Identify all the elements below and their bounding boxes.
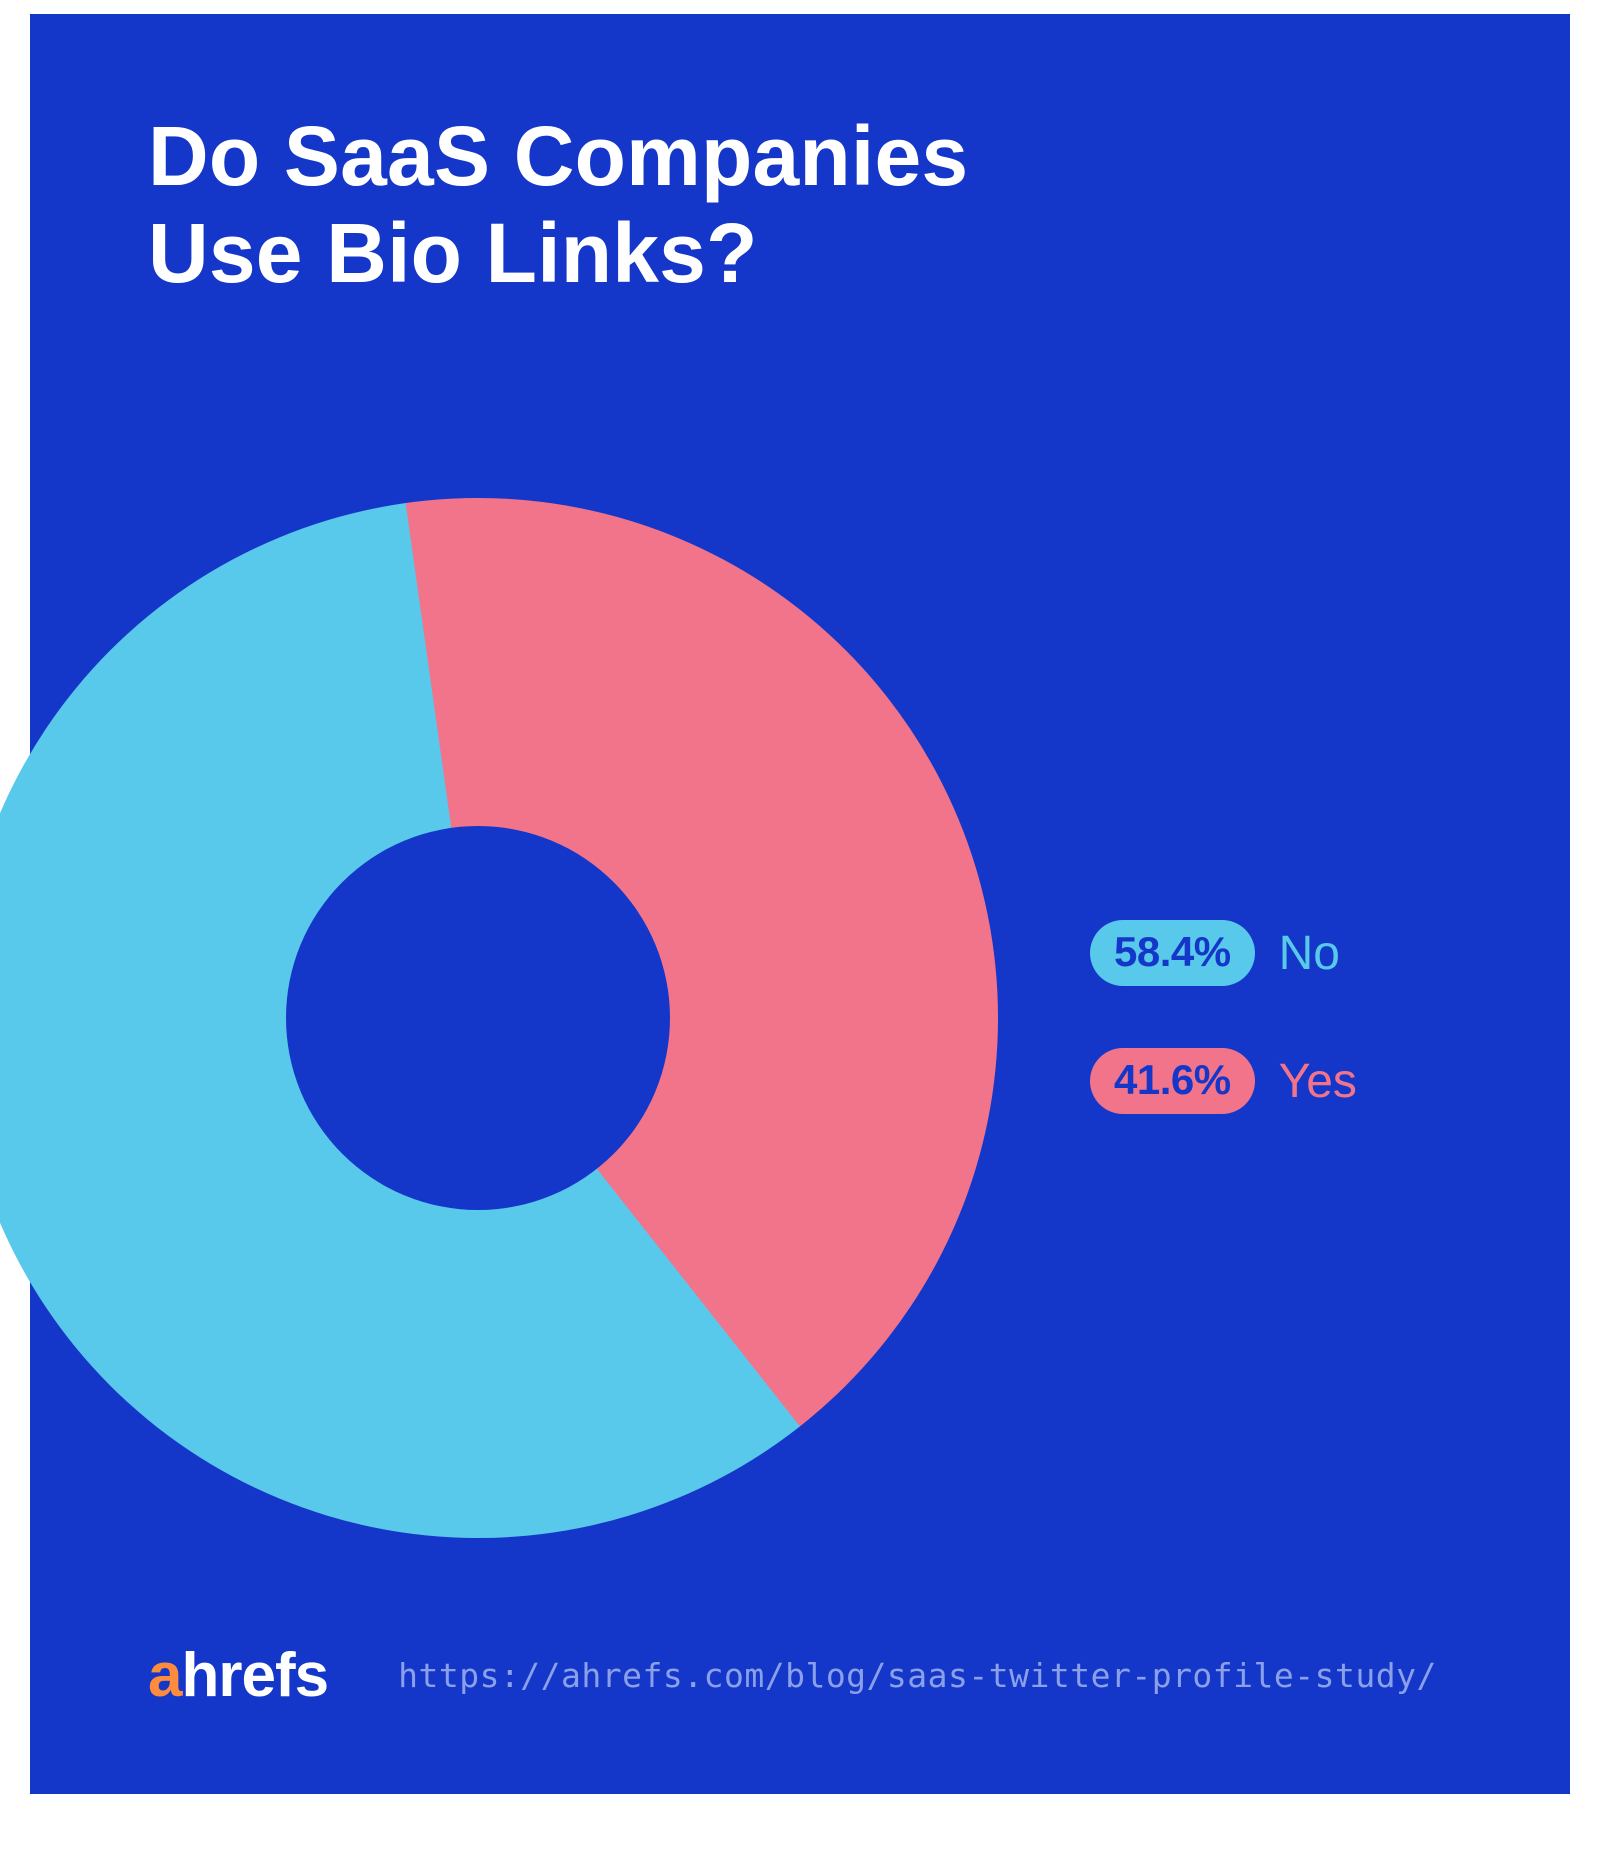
- legend-item-yes: 41.6% Yes: [1090, 1048, 1357, 1114]
- footer: ahrefs https://ahrefs.com/blog/saas-twit…: [148, 1640, 1437, 1711]
- ahrefs-logo: ahrefs: [148, 1640, 328, 1711]
- legend-label-no: No: [1279, 926, 1340, 981]
- donut-hole: [286, 826, 670, 1210]
- infographic-card: Do SaaS Companies Use Bio Links? 58.4% N…: [30, 14, 1570, 1794]
- legend-pill-no: 58.4%: [1090, 920, 1255, 986]
- logo-letter-a: a: [148, 1640, 181, 1711]
- legend-item-no: 58.4% No: [1090, 920, 1357, 986]
- legend-label-yes: Yes: [1279, 1054, 1357, 1109]
- canvas: Do SaaS Companies Use Bio Links? 58.4% N…: [0, 0, 1600, 1856]
- source-url: https://ahrefs.com/blog/saas-twitter-pro…: [398, 1656, 1437, 1695]
- chart-legend: 58.4% No 41.6% Yes: [1090, 920, 1357, 1114]
- logo-rest: hrefs: [181, 1640, 328, 1711]
- legend-pill-yes: 41.6%: [1090, 1048, 1255, 1114]
- chart-title: Do SaaS Companies Use Bio Links?: [148, 108, 968, 301]
- donut-chart: [0, 498, 998, 1538]
